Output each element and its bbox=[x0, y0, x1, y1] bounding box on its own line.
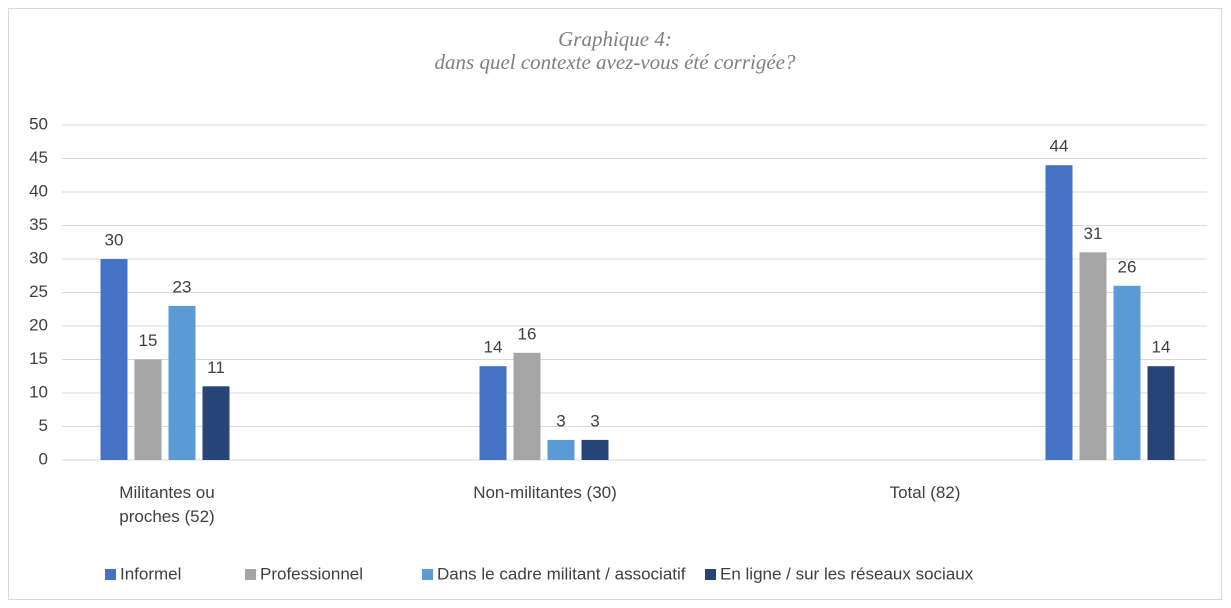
y-tick-label: 10 bbox=[29, 382, 48, 401]
legend-swatch bbox=[105, 569, 116, 580]
legend-label: En ligne / sur les réseaux sociaux bbox=[720, 564, 974, 583]
legend-label: Professionnel bbox=[260, 564, 363, 583]
y-tick-label: 5 bbox=[39, 416, 48, 435]
data-label: 31 bbox=[1084, 224, 1103, 243]
bar bbox=[1079, 252, 1107, 460]
bar bbox=[100, 259, 128, 460]
bar bbox=[1113, 285, 1141, 460]
data-label: 3 bbox=[556, 411, 565, 430]
bar bbox=[134, 359, 162, 460]
legend-swatch bbox=[245, 569, 256, 580]
legend-label: Informel bbox=[120, 564, 181, 583]
data-label: 3 bbox=[590, 411, 599, 430]
y-tick-label: 40 bbox=[29, 181, 48, 200]
chart-subtitle: dans quel contexte avez-vous été corrigé… bbox=[435, 50, 796, 74]
y-tick-label: 50 bbox=[29, 114, 48, 133]
y-tick-label: 45 bbox=[29, 148, 48, 167]
bar bbox=[1147, 366, 1175, 460]
bar bbox=[1045, 165, 1073, 460]
y-tick-label: 0 bbox=[39, 449, 48, 468]
y-tick-label: 35 bbox=[29, 215, 48, 234]
legend-swatch bbox=[705, 569, 716, 580]
y-tick-label: 15 bbox=[29, 349, 48, 368]
bar bbox=[547, 439, 575, 460]
y-tick-label: 20 bbox=[29, 315, 48, 334]
data-label: 14 bbox=[484, 338, 503, 357]
bar bbox=[581, 439, 609, 460]
chart-border bbox=[8, 8, 1222, 600]
legend-swatch bbox=[422, 569, 433, 580]
data-label: 11 bbox=[207, 358, 225, 377]
data-label: 15 bbox=[139, 331, 158, 350]
chart-title: Graphique 4: bbox=[558, 27, 672, 51]
data-label: 16 bbox=[518, 324, 537, 343]
bar bbox=[513, 352, 541, 460]
data-label: 14 bbox=[1152, 338, 1171, 357]
x-tick-label: Total (82) bbox=[889, 483, 961, 502]
bar bbox=[202, 386, 230, 460]
data-label: 26 bbox=[1118, 257, 1137, 276]
x-tick-label: Militantes ou proches (52) bbox=[119, 483, 215, 526]
data-label: 23 bbox=[173, 277, 192, 296]
y-tick-label: 25 bbox=[29, 282, 48, 301]
bar bbox=[479, 366, 507, 460]
data-label: 44 bbox=[1050, 137, 1069, 156]
y-tick-label: 30 bbox=[29, 248, 48, 267]
legend-label: Dans le cadre militant / associatif bbox=[437, 564, 686, 583]
data-label: 30 bbox=[105, 230, 124, 249]
bar bbox=[168, 305, 196, 460]
x-tick-label: Non-militantes (30) bbox=[473, 483, 617, 502]
